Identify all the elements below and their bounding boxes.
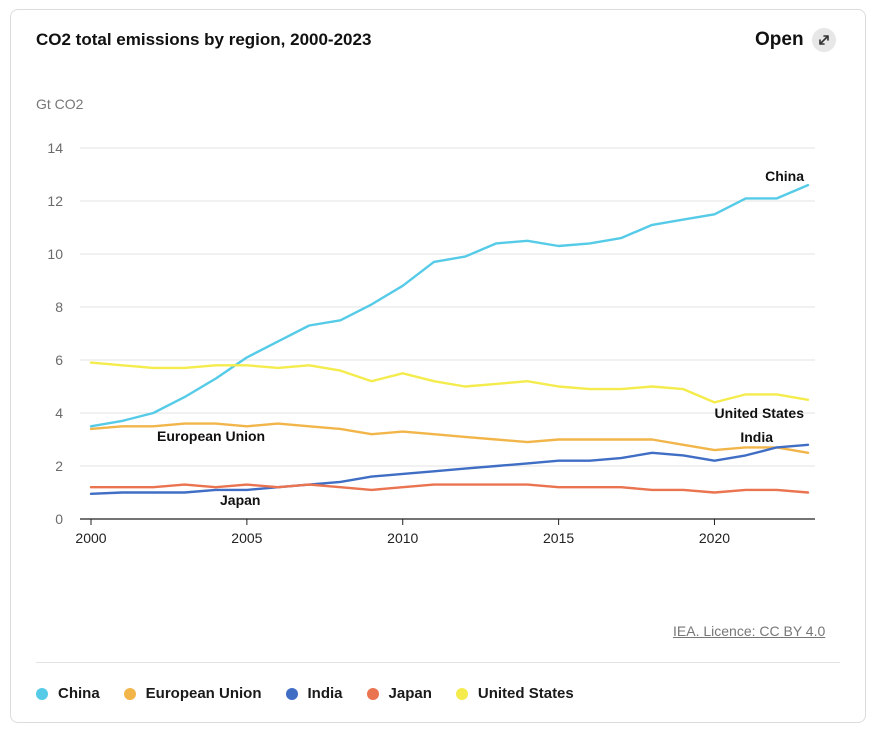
x-tick-label: 2015 bbox=[543, 530, 574, 546]
y-tick-label: 6 bbox=[55, 352, 63, 368]
legend-swatch bbox=[455, 687, 468, 700]
open-label: Open bbox=[755, 29, 804, 50]
legend-label: India bbox=[307, 685, 343, 702]
expand-arrows-icon bbox=[811, 28, 836, 52]
x-tick-label: 2020 bbox=[699, 530, 730, 546]
chart-card bbox=[10, 9, 866, 723]
series-line-japan bbox=[89, 483, 810, 494]
annotation-china: China bbox=[765, 168, 804, 184]
x-tick-label: 2010 bbox=[387, 530, 418, 546]
annotation-european-union: European Union bbox=[157, 428, 265, 444]
legend-item-japan[interactable]: Japan bbox=[366, 685, 432, 702]
legend-swatch bbox=[36, 687, 48, 700]
x-tick-label: 2005 bbox=[231, 530, 262, 546]
series-line-china bbox=[89, 183, 810, 428]
legend: China European Union India Japan United Stat… bbox=[36, 685, 598, 702]
legend-item-european-union[interactable]: European Union bbox=[123, 685, 262, 702]
legend-swatch bbox=[123, 687, 136, 700]
y-tick-label: 14 bbox=[47, 140, 63, 156]
source-link[interactable]: IEA. Licence: CC BY 4.0 bbox=[673, 623, 826, 639]
legend-swatch bbox=[285, 687, 298, 700]
y-tick-label: 4 bbox=[55, 405, 63, 421]
open-button[interactable]: Open bbox=[755, 28, 836, 52]
x-tick-label: 2000 bbox=[75, 530, 106, 546]
chart-title: CO2 total emissions by region, 2000-2023 bbox=[36, 30, 372, 49]
series-line-european-union bbox=[89, 422, 810, 454]
annotation-india: India bbox=[740, 429, 773, 445]
y-tick-label: 10 bbox=[47, 246, 63, 262]
legend-label: Japan bbox=[388, 685, 432, 702]
y-axis-label: Gt CO2 bbox=[36, 96, 84, 112]
legend-label: European Union bbox=[145, 685, 262, 702]
series-line-india bbox=[89, 443, 810, 495]
y-tick-label: 0 bbox=[55, 511, 63, 527]
legend-item-india[interactable]: India bbox=[285, 685, 343, 702]
legend-item-united-states[interactable]: United States bbox=[455, 685, 574, 702]
annotation-united-states: United States bbox=[715, 405, 805, 421]
legend-item-china[interactable]: China bbox=[36, 685, 100, 702]
y-tick-label: 8 bbox=[55, 299, 63, 315]
annotation-japan: Japan bbox=[220, 492, 260, 508]
legend-swatch bbox=[366, 687, 379, 700]
legend-label: United States bbox=[477, 685, 574, 702]
y-tick-label: 12 bbox=[47, 193, 63, 209]
legend-label: China bbox=[58, 685, 100, 702]
divider bbox=[36, 662, 840, 663]
y-tick-label: 2 bbox=[55, 458, 63, 474]
series-line-united-states bbox=[89, 361, 810, 404]
